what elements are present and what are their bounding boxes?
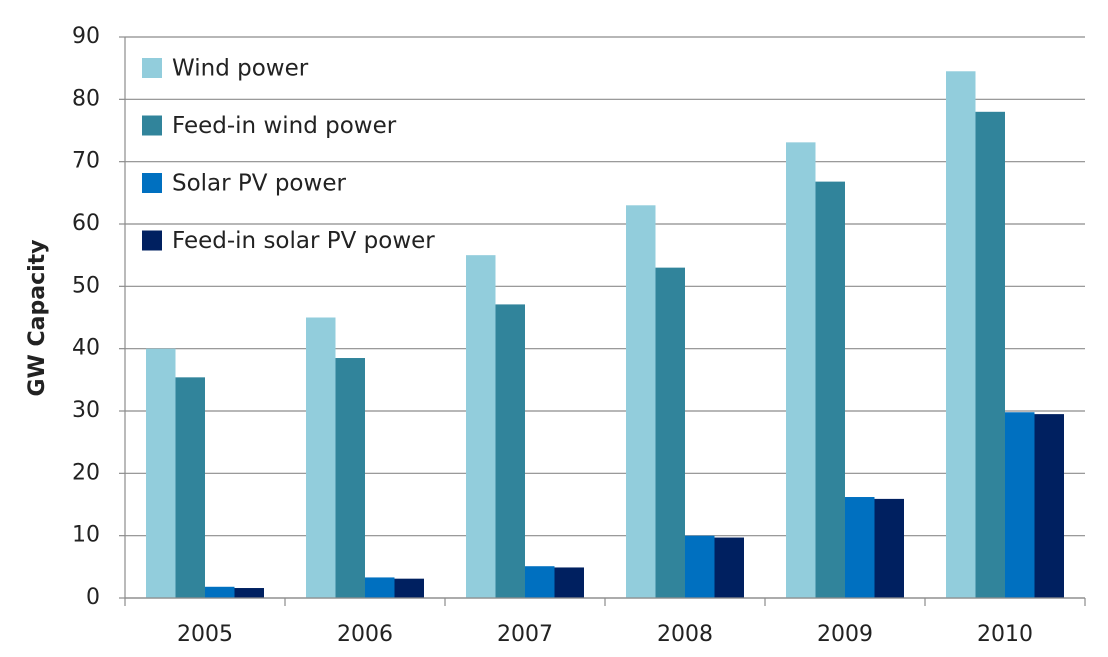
y-tick-label: 70 xyxy=(72,149,100,174)
bar xyxy=(1005,412,1035,598)
bar xyxy=(365,577,395,598)
x-tick-label: 2005 xyxy=(177,622,233,647)
bar xyxy=(874,498,904,598)
x-tick-label: 2009 xyxy=(817,622,873,647)
bar xyxy=(394,578,424,598)
legend-swatch xyxy=(142,230,162,251)
legend-swatch xyxy=(142,115,162,136)
legend-label: Feed-in wind power xyxy=(172,113,397,139)
bar xyxy=(146,348,176,598)
y-tick-label: 90 xyxy=(72,24,100,49)
y-tick-label: 40 xyxy=(72,336,100,361)
legend-label: Solar PV power xyxy=(172,171,346,197)
bar xyxy=(1034,414,1064,598)
y-axis-label: GW Capacity xyxy=(25,239,50,396)
bar xyxy=(786,142,816,599)
bar xyxy=(685,535,715,598)
bar xyxy=(234,588,264,598)
bar xyxy=(975,111,1005,599)
x-tick-label: 2010 xyxy=(977,622,1033,647)
bar xyxy=(306,317,336,598)
y-tick-label: 80 xyxy=(72,86,100,111)
x-tick-label: 2006 xyxy=(337,622,393,647)
bar xyxy=(815,181,845,598)
legend-swatch xyxy=(142,173,162,193)
bar xyxy=(466,255,496,598)
legend-label: Feed-in solar PV power xyxy=(172,228,435,254)
bar xyxy=(495,304,525,598)
y-tick-label: 30 xyxy=(72,398,100,423)
legend-label: Wind power xyxy=(172,56,309,82)
bar xyxy=(714,537,744,598)
bar xyxy=(655,267,685,598)
y-tick-label: 60 xyxy=(72,211,100,236)
bar xyxy=(946,71,976,599)
bar xyxy=(335,358,365,598)
y-tick-label: 0 xyxy=(86,585,100,610)
bar xyxy=(175,377,205,598)
legend-swatch xyxy=(142,58,162,78)
y-tick-label: 50 xyxy=(72,273,100,298)
x-tick-label: 2007 xyxy=(497,622,553,647)
bar xyxy=(626,205,656,599)
y-tick-label: 20 xyxy=(72,460,100,485)
bar xyxy=(845,497,875,598)
x-tick-label: 2008 xyxy=(657,622,713,647)
bar xyxy=(525,566,555,598)
y-tick-label: 10 xyxy=(72,523,100,548)
bar xyxy=(205,586,235,598)
bar xyxy=(554,567,584,598)
